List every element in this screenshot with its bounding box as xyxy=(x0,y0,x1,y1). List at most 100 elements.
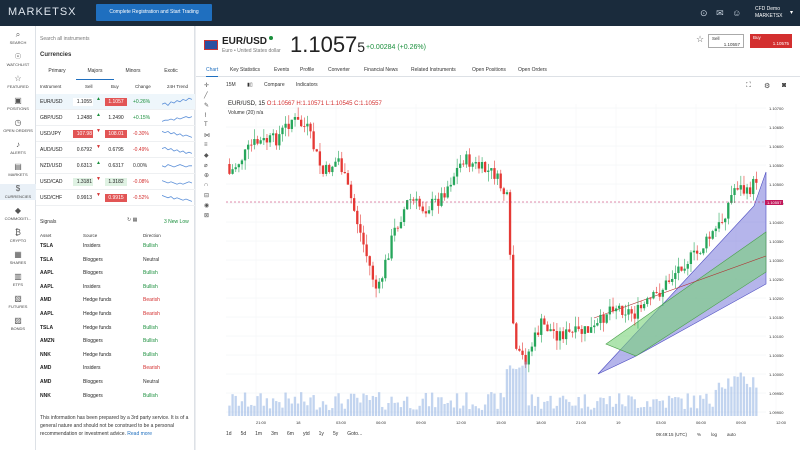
line-icon[interactable]: ╱ xyxy=(204,93,208,99)
shape-icon[interactable]: ◆ xyxy=(204,153,209,159)
measure-icon[interactable]: ⌀ xyxy=(204,163,208,169)
nav-shares[interactable]: ▦ SHARES xyxy=(0,250,36,266)
nav-openorders[interactable]: ◷ OPEN ORDERS xyxy=(0,118,36,134)
nav-watchlist[interactable]: ☉ WATCHLIST xyxy=(0,52,36,68)
sell-button[interactable]: Sell 1.10557 xyxy=(708,34,744,48)
settings-icon[interactable]: ⚙ xyxy=(764,83,771,90)
tab-key-statistics[interactable]: Key Statistics xyxy=(230,67,261,73)
help-icon[interactable]: ⊙ xyxy=(700,8,708,18)
price-axis[interactable]: 1.10700 1.10650 1.10600 1.10550 1.10500 1.104… xyxy=(765,96,800,426)
percent-toggle[interactable]: % xyxy=(697,432,702,437)
signals-new-badge[interactable]: 3 New Low xyxy=(164,219,189,225)
sell-price-button[interactable]: 107.98 xyxy=(73,130,93,138)
crosshair-icon[interactable]: ✛ xyxy=(204,83,210,89)
period-1m[interactable]: 1m xyxy=(255,431,263,437)
instrument-row[interactable]: USD/JPY 107.98 ▼ 108.01 -0.30% xyxy=(36,126,195,142)
compare-button[interactable]: Compare xyxy=(264,82,285,88)
user-icon[interactable]: ☺ xyxy=(732,8,742,18)
complete-registration-button[interactable]: Complete Registration and Start Trading xyxy=(96,4,212,21)
period-goto[interactable]: Goto... xyxy=(347,431,363,437)
buy-price-button[interactable]: 1.1057 xyxy=(105,98,127,106)
tab-chart[interactable]: Chart xyxy=(206,67,219,77)
mail-icon[interactable]: ✉ xyxy=(716,8,724,18)
chevron-down-icon[interactable]: ▾ xyxy=(790,10,794,16)
signal-row[interactable]: TSLA Hedge funds Bullish xyxy=(36,322,195,335)
account-menu[interactable]: CFD Demo MARKETSX xyxy=(755,6,783,20)
signal-row[interactable]: NNK Bloggers Bullish xyxy=(36,390,195,403)
tab-related-instruments[interactable]: Related Instruments xyxy=(411,67,456,73)
period-1d[interactable]: 1d xyxy=(226,431,232,437)
nav-commoditi[interactable]: ◆ COMMODITI... xyxy=(0,206,36,222)
nav-featured[interactable]: ☆ FEATURED xyxy=(0,74,36,90)
magnet-icon[interactable]: ∩ xyxy=(204,182,209,188)
signal-row[interactable]: AMD Hedge funds Bearish xyxy=(36,294,195,307)
price-chart[interactable] xyxy=(196,94,800,439)
nav-currencies[interactable]: $ CURRENCIES xyxy=(0,184,36,200)
indicators-button[interactable]: Indicators xyxy=(296,82,318,88)
pattern-icon[interactable]: ⋈ xyxy=(204,133,210,139)
instrument-row[interactable]: USD/CHF 0.9913 ▼ 0.9915 -0.52% xyxy=(36,190,195,206)
instrument-row[interactable]: USD/CAD 1.3181 ▼ 1.3182 -0.08% xyxy=(36,174,195,190)
buy-price-button[interactable]: 0.6317 xyxy=(105,162,127,170)
sell-price-button[interactable]: 0.6792 xyxy=(73,146,93,154)
text-icon[interactable]: T xyxy=(204,122,208,128)
trash-icon[interactable]: ⊠ xyxy=(204,213,210,219)
interval-select[interactable]: 15M xyxy=(226,82,236,88)
signal-row[interactable]: AMD Insiders Bearish xyxy=(36,362,195,375)
period-6m[interactable]: 6m xyxy=(287,431,294,437)
nav-markets[interactable]: ▤ MARKETS xyxy=(0,162,36,178)
time-axis[interactable]: 21:00 18 03:00 06:00 09:00 12:00 15:00 18:00 21:… xyxy=(226,420,786,430)
period-3m[interactable]: 3m xyxy=(271,431,279,437)
tab-events[interactable]: Events xyxy=(274,67,290,73)
brush-icon[interactable]: ⌇ xyxy=(204,113,207,119)
tab-open-orders[interactable]: Open Orders xyxy=(518,67,547,73)
signal-row[interactable]: TSLA Bloggers Neutral xyxy=(36,254,195,267)
chart-type-icon[interactable]: ▮▯ xyxy=(247,82,253,88)
auto-toggle[interactable]: auto xyxy=(727,432,736,437)
nav-alerts[interactable]: ♪ ALERTS xyxy=(0,140,36,156)
sell-price-button[interactable]: 0.6313 xyxy=(73,162,93,170)
eye-icon[interactable]: ◉ xyxy=(204,203,210,209)
signal-row[interactable]: AMD Bloggers Neutral xyxy=(36,376,195,389)
buy-price-button[interactable]: 1.3182 xyxy=(105,178,127,186)
search-input[interactable]: Search all instruments xyxy=(40,36,90,42)
nav-etfs[interactable]: ▥ ETFS xyxy=(0,272,36,288)
instrument-row[interactable]: GBP/USD 1.2488 ▲ 1.2490 +0.15% xyxy=(36,110,195,126)
tab-financial-news[interactable]: Financial News xyxy=(364,67,398,73)
tab-exotic[interactable]: Exotic xyxy=(164,68,178,74)
buy-price-button[interactable]: 0.9915 xyxy=(105,194,127,202)
log-toggle[interactable]: log xyxy=(711,432,718,437)
nav-bonds[interactable]: ▨ BONDS xyxy=(0,316,36,332)
tab-open-positions[interactable]: Open Positions xyxy=(472,67,506,73)
buy-price-button[interactable]: 0.6795 xyxy=(105,146,127,154)
tab-majors[interactable]: Majors xyxy=(76,68,114,80)
signal-row[interactable]: NNK Hedge funds Bullish xyxy=(36,349,195,362)
tab-profile[interactable]: Profile xyxy=(300,67,315,73)
period-1y[interactable]: 1y xyxy=(318,431,324,437)
period-5d[interactable]: 5d xyxy=(240,431,247,437)
nav-crypto[interactable]: ₿ CRYPTO xyxy=(0,228,36,244)
star-icon[interactable]: ☆ xyxy=(696,34,705,44)
period-ytd[interactable]: ytd xyxy=(302,431,310,437)
calendar-icon[interactable]: ▦ xyxy=(132,217,138,223)
read-more-link[interactable]: Read more xyxy=(127,431,152,437)
sell-price-button[interactable]: 1.1055 xyxy=(73,98,93,106)
pencil-icon[interactable]: ✎ xyxy=(204,103,210,109)
fib-icon[interactable]: ≡ xyxy=(204,142,208,148)
instrument-row[interactable]: AUD/USD 0.6792 ▼ 0.6795 -0.49% xyxy=(36,142,195,158)
signal-row[interactable]: AMZN Bloggers Bullish xyxy=(36,335,195,348)
fullscreen-icon[interactable]: ⛶ xyxy=(746,82,751,89)
buy-price-button[interactable]: 1.2490 xyxy=(105,114,127,122)
tab-minors[interactable]: Minors xyxy=(125,68,141,74)
sell-price-button[interactable]: 1.3181 xyxy=(73,178,93,186)
buy-button[interactable]: Buy 1.10575 xyxy=(750,34,792,48)
lock-icon[interactable]: ⊟ xyxy=(204,193,210,199)
signal-row[interactable]: AAPL Insiders Bullish xyxy=(36,281,195,294)
nav-futures[interactable]: ▧ FUTURES xyxy=(0,294,36,310)
buy-price-button[interactable]: 108.01 xyxy=(105,130,127,138)
period-5y[interactable]: 5y xyxy=(332,431,339,437)
signal-row[interactable]: TSLA Insiders Bullish xyxy=(36,240,195,253)
signal-row[interactable]: AAPL Bloggers Bullish xyxy=(36,267,195,280)
camera-icon[interactable]: ◙ xyxy=(782,82,787,89)
instrument-row[interactable]: NZD/USD 0.6313 ▲ 0.6317 0.00% xyxy=(36,158,195,174)
